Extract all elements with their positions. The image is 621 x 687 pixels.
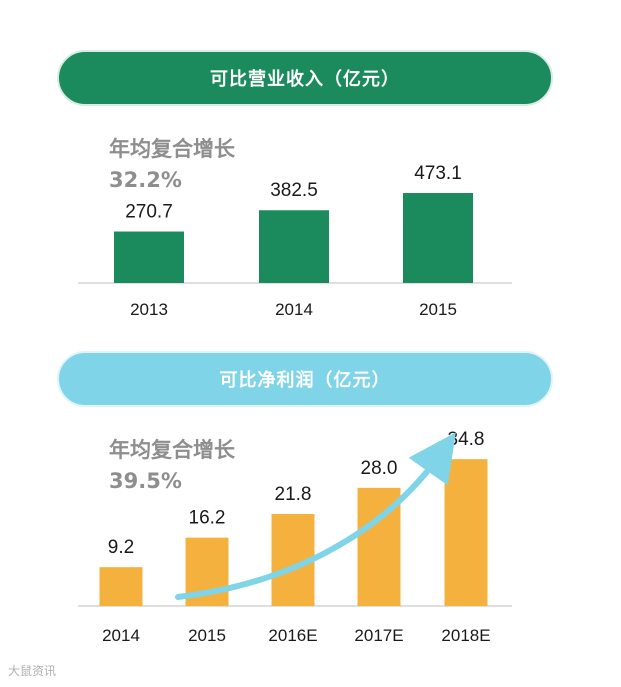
watermark: 大鼠资讯 — [8, 664, 57, 678]
bar — [114, 231, 184, 283]
revenue-bar-chart: 270.7 2013 382.5 2014 473.1 2015 — [78, 163, 512, 319]
bar — [444, 459, 488, 606]
data-label: 28.0 — [361, 458, 398, 479]
bar — [403, 193, 473, 283]
revenue-cagr-value: 32.2% — [109, 168, 182, 192]
profit-chart-title: 可比净利润（亿元） — [57, 351, 553, 407]
revenue-chart-title: 可比营业收入（亿元） — [57, 50, 553, 106]
data-label: 34.8 — [448, 429, 485, 450]
category-label: 2017E — [354, 626, 403, 645]
category-label: 2014 — [102, 626, 140, 645]
data-label: 16.2 — [189, 508, 226, 529]
category-label: 2018E — [441, 626, 490, 645]
category-label: 2016E — [268, 626, 317, 645]
data-label: 473.1 — [414, 163, 462, 184]
bar — [99, 567, 143, 606]
profit-cagr-value: 39.5% — [109, 469, 182, 493]
category-label: 2014 — [275, 300, 313, 319]
data-label: 382.5 — [270, 180, 318, 201]
category-label: 2015 — [188, 626, 226, 645]
trend-arrow — [175, 432, 456, 600]
profit-cagr-label: 年均复合增长 — [109, 438, 235, 462]
data-label: 9.2 — [108, 537, 134, 558]
revenue-cagr-label: 年均复合增长 — [109, 137, 235, 161]
data-label: 21.8 — [275, 484, 312, 505]
data-label: 270.7 — [125, 202, 173, 223]
category-label: 2013 — [130, 300, 168, 319]
category-label: 2015 — [419, 300, 457, 319]
bar — [259, 210, 329, 283]
